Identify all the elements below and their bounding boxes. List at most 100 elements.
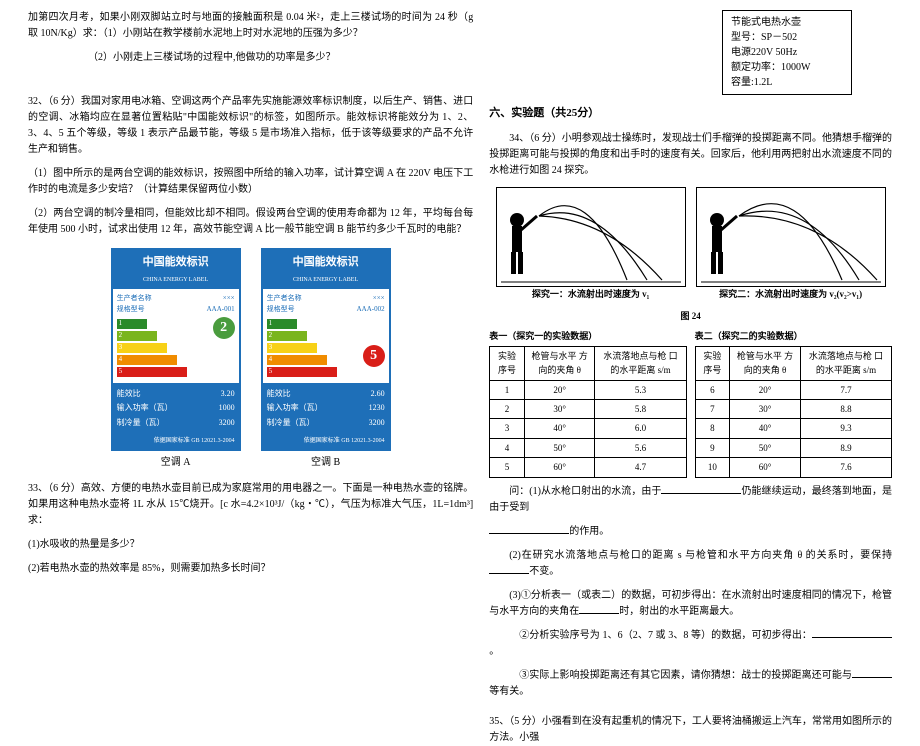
energy-label-b: 中国能效标识 CHINA ENERGY LABEL 生产者名称 ××× 规格型号… <box>261 248 391 451</box>
table-cell: 4 <box>490 438 525 457</box>
label-a-sub: CHINA ENERGY LABEL <box>113 276 239 290</box>
answer-1c: 的作用。 <box>489 524 892 540</box>
table-cell: 10 <box>695 458 730 477</box>
label-a-level-circle: 2 <box>213 317 235 339</box>
table-cell: 7.6 <box>800 458 891 477</box>
table-cell: 7 <box>695 399 730 418</box>
label-b-producer-label: 生产者名称 <box>267 293 302 304</box>
table-cell: 60° <box>524 458 595 477</box>
answer-3c: ②分析实验序号为 1、6（2、7 或 3、8 等）的数据，可初步得出： 。 <box>489 628 892 660</box>
label-data-val: 1230 <box>369 402 385 415</box>
label-a-data: 能效比 3.20输入功率（瓦）1000制冷量（瓦）3200 <box>113 383 239 435</box>
label-a-caption: 空调 A <box>111 455 241 471</box>
ans1-c: 的作用。 <box>569 526 609 537</box>
label-a-body: 生产者名称 ××× 规格型号 AAA-001 12345 2 <box>113 289 239 382</box>
table-1-title-text: 表一（探究一的实验数据） <box>489 331 597 341</box>
answer-1: 问：(1)从水枪口射出的水流，由于仍能继续运动，最终落到地面，是由于受到 <box>489 484 892 516</box>
table-cell: 6 <box>695 380 730 399</box>
blank-1 <box>661 484 741 494</box>
label-data-val: 3.20 <box>221 388 235 401</box>
question-35: 35、（5 分）小强看到在没有起重机的情况下，工人要将油桶搬运上汽车，常常用如图… <box>489 714 892 746</box>
table-row: 730°8.8 <box>695 399 891 418</box>
label-a-std: 依据国家标准 GB 12021.3-2004 <box>113 435 239 449</box>
table-cell: 9 <box>695 438 730 457</box>
arc-set-2 <box>697 188 885 286</box>
ans2-a: (2)在研究水流落地点与枪口的距离 s 与枪管和水平方向夹角 θ 的关系时，要保… <box>509 550 892 561</box>
right-column: 节能式电热水壶 型号：SP－502 电源220V 50Hz 额定功率：1000W… <box>481 10 900 624</box>
ans3e-a: ③实际上影响投掷距离还有其它因素，请你猜想：战士的投掷距离还可能与 <box>519 670 852 681</box>
spec-l3: 电源220V 50Hz <box>731 45 843 60</box>
label-data-key: 能效比 <box>267 388 291 401</box>
t1-h3: 水流落地点与枪 口的水平距离 s/m <box>595 346 686 380</box>
label-a-title: 中国能效标识 <box>113 250 239 276</box>
q-intro-text: 加第四次月考，如果小刚双脚站立时与地面的接触面积是 0.04 米²，走上三楼试场… <box>28 12 473 39</box>
table-row: 1060°7.6 <box>695 458 891 477</box>
table-row: 840°9.3 <box>695 419 891 438</box>
table-cell: 50° <box>524 438 595 457</box>
section-6-title: 六、实验题（共25分） <box>489 105 892 123</box>
label-data-val: 3200 <box>219 417 235 430</box>
answer-3: (3)①分析表一（或表二）的数据，可初步得出：在水流射出时速度相同的情况下，枪管… <box>489 588 892 620</box>
fig-1-box <box>496 187 686 287</box>
table-row: 230°5.8 <box>490 399 686 418</box>
ans2-b: 不变。 <box>529 566 559 577</box>
table-2-wrap: 表二（探究二的实验数据） 实验 序号 枪管与水平 方向的夹角 θ 水流落地点与枪… <box>695 329 892 477</box>
fig-2-wrap: 探究二：水流射出时速度为 v₂(v₂>v₁) <box>696 187 886 301</box>
label-data-key: 制冷量（瓦） <box>267 417 315 430</box>
ans3c-b: 。 <box>489 646 499 657</box>
q-intro-2: （2）小刚走上三楼试场的过程中,他做功的功率是多少？ <box>28 50 473 66</box>
label-data-row: 输入功率（瓦）1000 <box>117 401 235 416</box>
label-data-row: 制冷量（瓦）3200 <box>117 416 235 431</box>
eff-bar-5: 5 <box>267 367 337 377</box>
eff-bar-3: 3 <box>267 343 317 353</box>
label-a-level: 2 <box>220 317 227 339</box>
table-cell: 50° <box>730 438 801 457</box>
label-a-model-label: 规格型号 <box>117 304 145 315</box>
table-cell: 4.7 <box>595 458 686 477</box>
table-cell: 2 <box>490 399 525 418</box>
table-cell: 3 <box>490 419 525 438</box>
fig-main-caption: 图 24 <box>489 309 892 323</box>
table-cell: 20° <box>524 380 595 399</box>
eff-bar-5: 5 <box>117 367 187 377</box>
label-data-row: 输入功率（瓦） 1230 <box>267 401 385 416</box>
t1-h2: 枪管与水平 方向的夹角 θ <box>524 346 595 380</box>
label-b-sub: CHINA ENERGY LABEL <box>263 276 389 290</box>
table-cell: 1 <box>490 380 525 399</box>
table-cell: 30° <box>524 399 595 418</box>
table-row: 620°7.7 <box>695 380 891 399</box>
table-2-title: 表二（探究二的实验数据） <box>695 329 892 343</box>
ans3c-a: ②分析实验序号为 1、6（2、7 或 3、8 等）的数据，可初步得出： <box>519 630 812 641</box>
label-data-val: 3200 <box>369 417 385 430</box>
fig-main-caption-text: 图 24 <box>680 311 700 321</box>
table-2: 实验 序号 枪管与水平 方向的夹角 θ 水流落地点与枪 口的水平距离 s/m 6… <box>695 346 892 478</box>
energy-label-b-wrap: 中国能效标识 CHINA ENERGY LABEL 生产者名称 ××× 规格型号… <box>261 248 391 471</box>
fig-1-caption-text: 探究一：水流射出时速度为 v₁ <box>532 289 649 299</box>
label-a-producer: ××× <box>223 293 235 304</box>
label-b-producer: ××× <box>373 293 385 304</box>
table-cell: 8.9 <box>800 438 891 457</box>
fig-2-caption-text: 探究二：水流射出时速度为 v₂(v₂>v₁) <box>719 289 862 299</box>
data-tables: 表一（探究一的实验数据） 实验 序号 枪管与水平 方向的夹角 θ 水流落地点与枪… <box>489 329 892 477</box>
table-cell: 5.3 <box>595 380 686 399</box>
table-cell: 60° <box>730 458 801 477</box>
eff-bar-4: 4 <box>267 355 327 365</box>
table-row: 950°8.9 <box>695 438 891 457</box>
table-cell: 6.0 <box>595 419 686 438</box>
table-cell: 20° <box>730 380 801 399</box>
blank-1b <box>489 524 569 534</box>
table-cell: 40° <box>730 419 801 438</box>
label-a-producer-label: 生产者名称 <box>117 293 152 304</box>
question-34: 34、（6 分）小明参观战士操练时，发现战士们手榴弹的投掷距离不同。他猜想手榴弹… <box>489 131 892 179</box>
arc-set-1 <box>497 188 685 286</box>
question-32-2: （2）两台空调的制冷量相同，但能效比却不相同。假设两台空调的使用寿命都为 12 … <box>28 206 473 238</box>
label-data-key: 能效比 <box>117 388 141 401</box>
table-cell: 40° <box>524 419 595 438</box>
label-data-key: 输入功率（瓦） <box>267 402 323 415</box>
label-data-val: 1000 <box>219 402 235 415</box>
table-1-title: 表一（探究一的实验数据） <box>489 329 686 343</box>
kettle-spec-box: 节能式电热水壶 型号：SP－502 电源220V 50Hz 额定功率：1000W… <box>722 10 852 95</box>
table-row: 450°5.6 <box>490 438 686 457</box>
label-b-caption: 空调 B <box>261 455 391 471</box>
table-row: 340°6.0 <box>490 419 686 438</box>
